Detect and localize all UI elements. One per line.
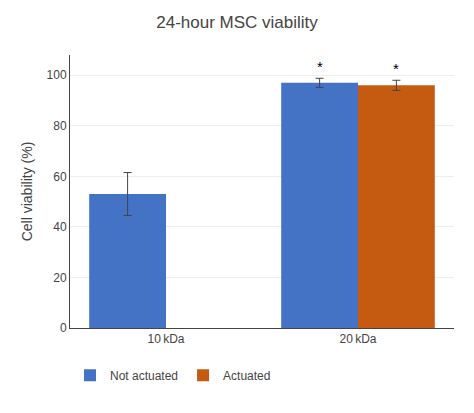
svg-text:*: * <box>317 58 323 75</box>
svg-text:40: 40 <box>53 220 67 234</box>
svg-text:20: 20 <box>53 271 67 285</box>
svg-text:Cell viability (%): Cell viability (%) <box>19 142 35 242</box>
svg-text:Not actuated: Not actuated <box>110 369 178 383</box>
svg-text:80: 80 <box>53 119 67 133</box>
svg-text:60: 60 <box>53 170 67 184</box>
svg-text:24-hour MSC viability: 24-hour MSC viability <box>156 13 318 32</box>
svg-text:20 kDa: 20 kDa <box>339 332 376 346</box>
svg-text:*: * <box>393 60 399 77</box>
svg-text:Actuated: Actuated <box>223 369 270 383</box>
svg-text:10 kDa: 10 kDa <box>147 332 184 346</box>
svg-text:0: 0 <box>60 321 67 335</box>
svg-text:100: 100 <box>47 68 67 82</box>
